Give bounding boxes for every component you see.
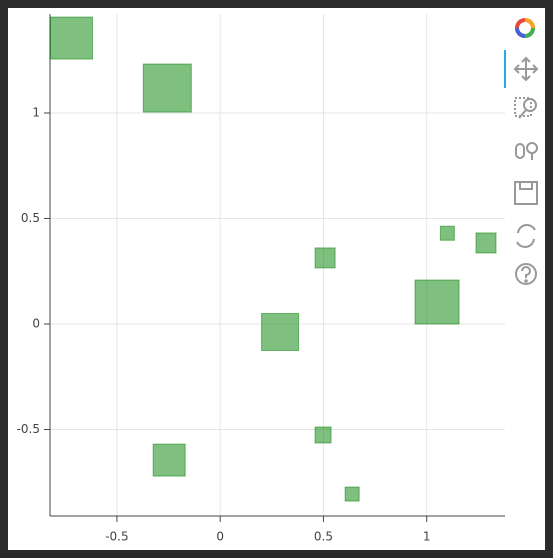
square-marker [439,225,455,241]
y-tick-label: -0.5 [17,422,40,436]
plot-area: -0.5 0 0.5 1 -0.5 0 0.5 1 [17,14,505,544]
square-marker [152,443,186,477]
square-marker [142,63,192,113]
save-tool[interactable] [514,181,538,205]
box-zoom-tool[interactable] [514,97,537,119]
background [8,8,545,550]
y-tick-label: 1 [32,105,40,119]
wheel-zoom-tool[interactable] [515,142,538,160]
chart: -0.5 0 0.5 1 -0.5 0 0.5 1 [8,8,545,550]
square-marker [314,247,336,269]
help-tool[interactable] [515,263,537,285]
toolbar [504,18,539,285]
square-marker [475,232,497,254]
y-tick-label: 0 [32,316,40,330]
square-marker [314,426,332,444]
x-tick-label: 0 [216,530,224,544]
square-marker [261,312,300,351]
square-marker [414,279,460,325]
square-marker [49,16,93,60]
x-tick-label: 1 [423,530,431,544]
pan-tool[interactable] [513,56,539,82]
bokeh-logo[interactable] [515,18,535,38]
reset-tool[interactable] [516,224,536,248]
square-marker [344,486,360,502]
x-tick-label: -0.5 [105,530,128,544]
y-tick-label: 0.5 [21,211,40,225]
x-tick-label: 0.5 [314,530,333,544]
